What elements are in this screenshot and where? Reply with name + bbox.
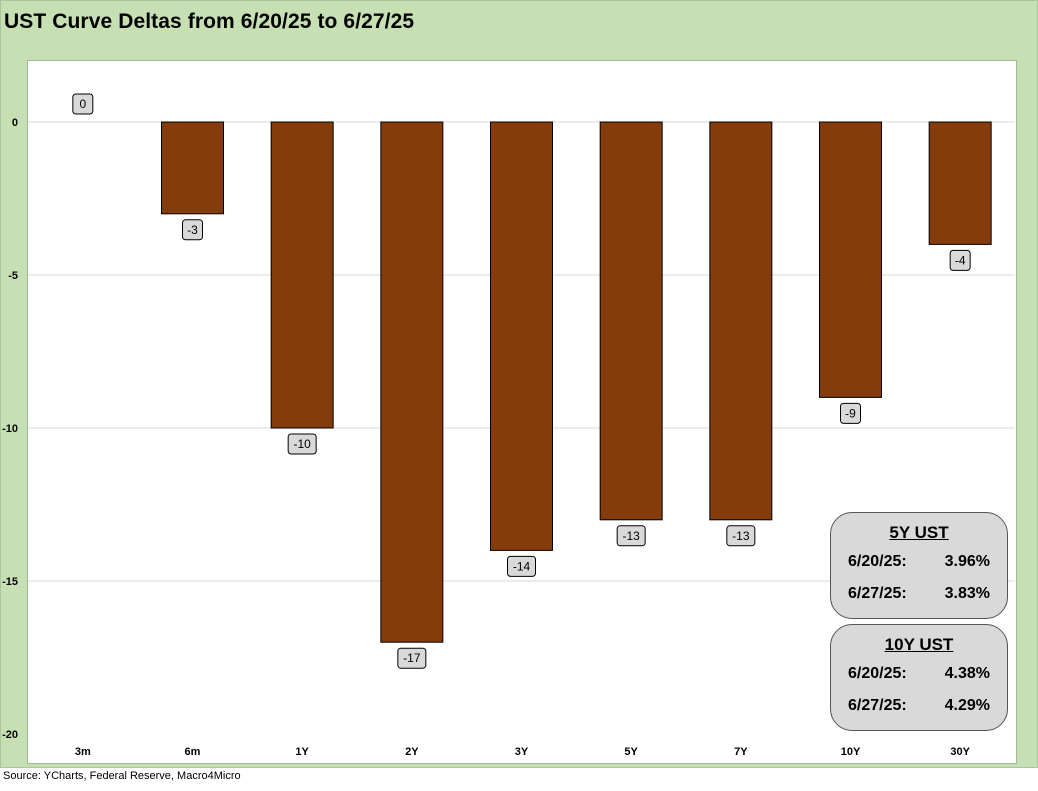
x-tick-label: 10Y	[841, 746, 861, 758]
source-note: Source: YCharts, Federal Reserve, Macro4…	[3, 770, 241, 782]
ten-year-value-1: 4.38%	[944, 665, 990, 682]
data-label-5y: -13	[616, 525, 646, 547]
y-tick-label: -10	[2, 423, 18, 435]
bar-6m	[161, 121, 224, 215]
data-label-text: -13	[622, 529, 640, 543]
x-tick-label: 1Y	[295, 746, 309, 758]
bar-30y	[928, 121, 992, 245]
five-year-row-1: 6/20/25: 3.96%	[831, 553, 1007, 571]
ten-year-value-2: 4.29%	[944, 697, 990, 714]
data-label-text: -14	[513, 559, 531, 573]
data-label-text: -3	[187, 223, 198, 237]
data-label-text: 0	[79, 97, 86, 111]
data-label-10y: -9	[840, 402, 861, 424]
data-labels: 0 -3 -10 -17 -14 -13 -13 -9 -4	[72, 93, 971, 669]
bar-5y	[599, 121, 663, 521]
five-year-value-1: 3.96%	[944, 553, 990, 570]
data-label-6m: -3	[182, 219, 203, 241]
y-axis-ticks: 0 -5 -10 -15 -20	[2, 117, 18, 741]
bar-10y	[819, 121, 882, 398]
bars	[161, 121, 992, 643]
five-year-ust-box: 5Y UST 6/20/25: 3.96% 6/27/25: 3.83%	[830, 512, 1008, 619]
ten-year-row-2: 6/27/25: 4.29%	[831, 697, 1007, 715]
x-tick-label: 5Y	[624, 746, 638, 758]
x-tick-label: 3Y	[515, 746, 529, 758]
ten-year-row-1: 6/20/25: 4.38%	[831, 665, 1007, 683]
five-year-ust-header: 5Y UST	[889, 523, 949, 542]
data-label-text: -4	[955, 253, 966, 267]
ten-year-date-2: 6/27/25:	[848, 697, 907, 714]
data-label-text: -13	[732, 529, 750, 543]
data-label-7y: -13	[726, 525, 756, 547]
data-label-text: -10	[293, 437, 311, 451]
x-tick-label: 7Y	[734, 746, 748, 758]
data-label-text: -17	[403, 651, 421, 665]
bar-1y	[270, 121, 334, 429]
data-label-box	[507, 555, 536, 577]
data-label-3y: -14	[507, 555, 536, 577]
x-tick-label: 2Y	[405, 746, 419, 758]
bar-3y	[490, 121, 553, 551]
y-tick-label: -15	[2, 576, 18, 588]
x-tick-label: 3m	[75, 746, 91, 758]
five-year-value-2: 3.83%	[944, 585, 990, 602]
ten-year-ust-box: 10Y UST 6/20/25: 4.38% 6/27/25: 4.29%	[830, 624, 1008, 731]
data-label-box	[726, 525, 756, 547]
bar-2y	[380, 121, 444, 643]
five-year-row-2: 6/27/25: 3.83%	[831, 585, 1007, 603]
y-tick-label: -20	[2, 729, 18, 741]
y-tick-label: 0	[12, 117, 18, 129]
data-label-box	[182, 219, 203, 241]
data-label-box	[840, 402, 861, 424]
five-year-date-1: 6/20/25:	[848, 553, 907, 570]
data-label-box	[949, 249, 971, 271]
data-label-2y: -17	[397, 647, 427, 669]
x-tick-label: 6m	[185, 746, 201, 758]
ten-year-ust-header: 10Y UST	[884, 635, 954, 654]
data-label-text: -9	[845, 406, 856, 420]
ten-year-date-1: 6/20/25:	[848, 665, 907, 682]
y-tick-label: -5	[8, 270, 18, 282]
chart-title: UST Curve Deltas from 6/20/25 to 6/27/25	[4, 10, 415, 33]
data-label-box	[616, 525, 646, 547]
x-axis-ticks: 3m 6m 1Y 2Y 3Y 5Y 7Y 10Y 30Y	[75, 746, 971, 758]
bar-7y	[709, 121, 773, 521]
x-tick-label: 30Y	[950, 746, 970, 758]
data-label-box	[287, 433, 317, 455]
data-label-30y: -4	[949, 249, 971, 271]
data-label-3m: 0	[72, 93, 94, 115]
data-label-box	[72, 93, 94, 115]
data-label-1y: -10	[287, 433, 317, 455]
five-year-date-2: 6/27/25:	[848, 585, 907, 602]
data-label-box	[397, 647, 427, 669]
